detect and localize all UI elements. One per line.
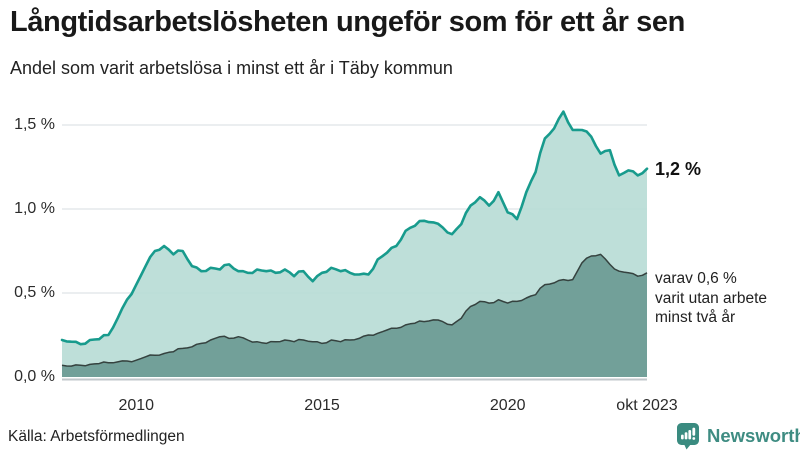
y-axis-tick-label: 0,0 % [14,368,55,385]
newsworthy-wordmark: Newsworthy [707,425,800,446]
x-axis-tick-label: okt 2023 [616,397,678,414]
line-one-year [60,110,649,346]
x-axis-tick-label: 2010 [118,397,155,414]
y-axis-tick-label: 1,0 % [14,200,55,217]
y-axis-tick-label: 1,5 % [14,116,55,133]
newsworthy-chart-bubble-icon [677,423,699,450]
source-note: Källa: Arbetsförmedlingen [8,428,185,445]
secondary-series-annotation: varav 0,6 % varit utan arbete minst två … [655,270,768,326]
x-axis-tick-label: 2015 [304,397,340,414]
page-subtitle: Andel som varit arbetslösa i minst ett å… [10,58,453,78]
end-value-label: 1,2 % [655,159,702,179]
y-axis-tick-label: 0,5 % [14,284,55,301]
area-two-year [62,254,647,377]
newsworthy-logo: Newsworthy [676,422,800,450]
x-axis-tick-label: 2020 [489,397,526,414]
line-two-year [61,253,648,367]
page-title: Långtidsarbetslösheten ungeför som för e… [10,6,685,38]
